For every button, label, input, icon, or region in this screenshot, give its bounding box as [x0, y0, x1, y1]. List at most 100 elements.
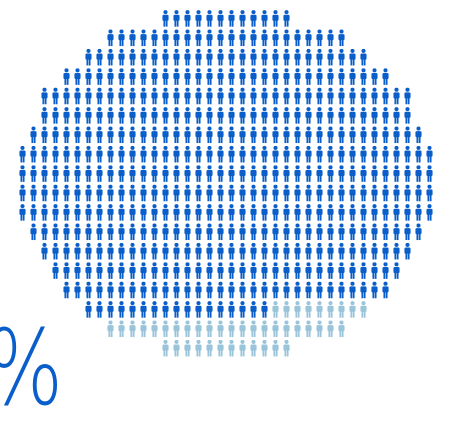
person-icon — [305, 68, 312, 85]
person-icon — [426, 184, 433, 202]
person-icon — [250, 87, 257, 105]
person-icon — [349, 87, 356, 105]
person-icon — [118, 68, 125, 85]
person-icon — [283, 10, 290, 27]
person-icon — [129, 29, 136, 47]
person-icon-light — [140, 320, 147, 338]
person-icon — [272, 68, 279, 85]
person-icon — [195, 165, 202, 182]
person-icon — [151, 281, 158, 299]
person-icon — [41, 145, 48, 163]
person-icon-light — [173, 320, 180, 338]
person-icon — [195, 107, 202, 124]
person-icon — [327, 87, 334, 105]
person-icon — [250, 242, 257, 260]
person-icon — [140, 87, 147, 105]
person-icon — [151, 262, 158, 279]
person-icon — [261, 204, 268, 221]
person-icon — [360, 68, 367, 85]
person-icon — [338, 184, 345, 202]
person-icon — [349, 145, 356, 163]
person-icon — [305, 145, 312, 163]
person-icon — [217, 29, 224, 47]
person-icon — [96, 204, 103, 221]
person-icon — [140, 29, 147, 47]
person-icon — [338, 87, 345, 105]
person-icon — [107, 68, 114, 85]
person-icon-light — [250, 339, 257, 357]
person-icon — [294, 184, 301, 202]
person-icon — [118, 262, 125, 279]
person-icon — [283, 223, 290, 241]
person-icon — [393, 262, 400, 279]
person-icon — [261, 262, 268, 279]
person-icon — [316, 184, 323, 202]
person-icon — [195, 242, 202, 260]
person-icon — [415, 126, 422, 144]
person-icon — [338, 165, 345, 182]
person-icon — [250, 281, 257, 299]
person-icon — [305, 87, 312, 105]
person-icon — [41, 184, 48, 202]
person-icon — [283, 126, 290, 144]
person-icon — [173, 126, 180, 144]
person-icon — [63, 204, 70, 221]
person-icon — [393, 204, 400, 221]
person-icon — [250, 184, 257, 202]
person-icon — [327, 145, 334, 163]
person-icon — [316, 107, 323, 124]
person-icon — [371, 107, 378, 124]
person-icon-light — [305, 320, 312, 338]
person-icon — [393, 165, 400, 182]
person-icon — [250, 301, 257, 318]
person-icon-light — [360, 301, 367, 318]
person-icon — [173, 262, 180, 279]
person-icon — [195, 262, 202, 279]
person-icon — [327, 126, 334, 144]
person-icon — [305, 242, 312, 260]
person-icon — [415, 223, 422, 241]
person-icon — [382, 204, 389, 221]
person-icon — [239, 262, 246, 279]
person-icon — [118, 48, 125, 66]
person-icon — [195, 145, 202, 163]
person-icon — [195, 48, 202, 66]
person-icon-light — [239, 339, 246, 357]
person-icon — [74, 184, 81, 202]
person-icon — [316, 29, 323, 47]
person-icon — [195, 10, 202, 27]
person-icon — [129, 223, 136, 241]
person-icon — [217, 107, 224, 124]
person-icon — [338, 126, 345, 144]
person-icon — [217, 68, 224, 85]
person-icon — [184, 184, 191, 202]
person-icon — [85, 262, 92, 279]
person-icon — [19, 145, 26, 163]
person-icon — [118, 145, 125, 163]
person-icon-light — [272, 339, 279, 357]
person-icon — [239, 223, 246, 241]
person-icon — [74, 262, 81, 279]
person-icon — [393, 107, 400, 124]
person-icon — [118, 29, 125, 47]
person-icon — [338, 68, 345, 85]
person-icon — [261, 165, 268, 182]
person-icon — [371, 68, 378, 85]
person-icon — [52, 107, 59, 124]
person-icon — [239, 242, 246, 260]
person-icon — [85, 281, 92, 299]
person-icon — [239, 204, 246, 221]
person-icon — [52, 242, 59, 260]
person-icon — [96, 107, 103, 124]
person-icon — [107, 262, 114, 279]
person-icon — [294, 262, 301, 279]
person-icon — [30, 223, 37, 241]
person-icon — [129, 301, 136, 318]
person-icon — [52, 223, 59, 241]
person-icon — [85, 242, 92, 260]
person-icon — [162, 242, 169, 260]
person-icon — [272, 48, 279, 66]
person-icon — [283, 87, 290, 105]
person-icon-light — [272, 320, 279, 338]
